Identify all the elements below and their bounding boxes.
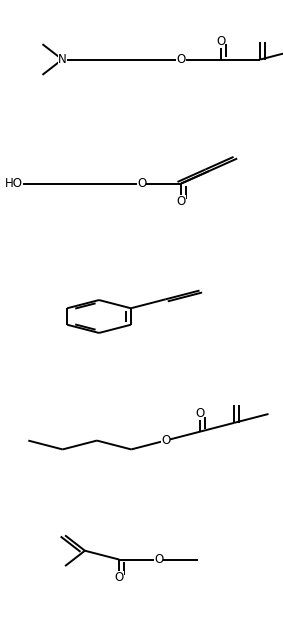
- Text: O: O: [137, 177, 146, 190]
- Text: O: O: [177, 195, 186, 208]
- Text: O: O: [216, 35, 225, 48]
- Text: O: O: [154, 553, 164, 566]
- Text: O: O: [177, 53, 186, 66]
- Text: O: O: [195, 408, 205, 420]
- Text: N: N: [58, 53, 67, 66]
- Text: O: O: [161, 434, 170, 447]
- Text: O: O: [115, 571, 124, 584]
- Text: HO: HO: [5, 177, 23, 190]
